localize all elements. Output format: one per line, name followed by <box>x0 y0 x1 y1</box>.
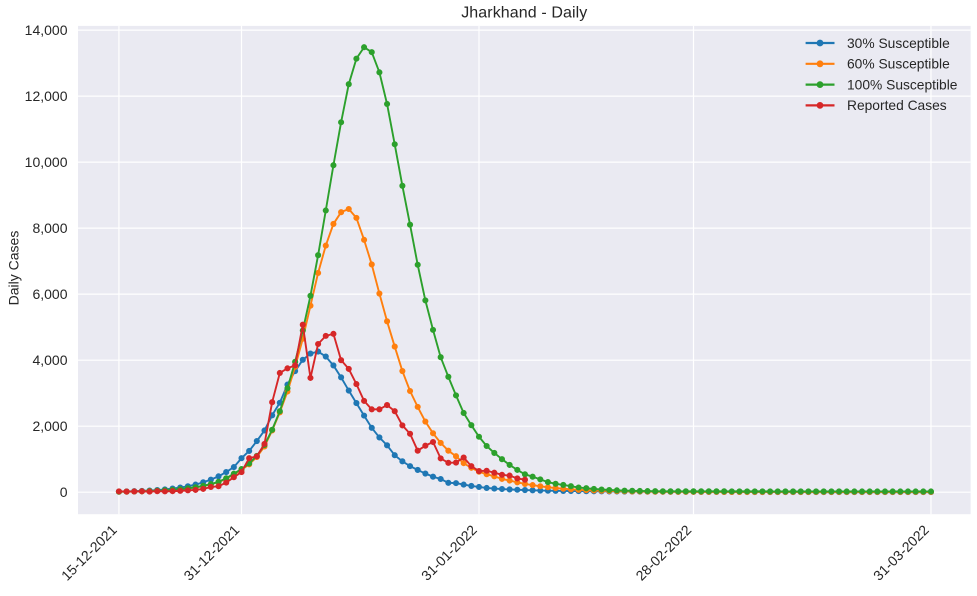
svg-text:Daily Cases: Daily Cases <box>5 231 21 306</box>
svg-text:6,000: 6,000 <box>32 286 67 302</box>
svg-text:2,000: 2,000 <box>32 418 67 434</box>
svg-text:8,000: 8,000 <box>32 220 67 236</box>
svg-text:Jharkhand - Daily: Jharkhand - Daily <box>461 5 587 22</box>
svg-text:12,000: 12,000 <box>25 88 68 104</box>
svg-text:10,000: 10,000 <box>25 154 68 170</box>
svg-text:60% Susceptible: 60% Susceptible <box>847 57 950 72</box>
svg-text:0: 0 <box>60 484 68 500</box>
svg-text:4,000: 4,000 <box>32 352 67 368</box>
svg-text:100% Susceptible: 100% Susceptible <box>847 77 958 92</box>
svg-text:Reported Cases: Reported Cases <box>847 98 947 113</box>
svg-text:30% Susceptible: 30% Susceptible <box>847 36 950 51</box>
svg-text:14,000: 14,000 <box>25 22 68 38</box>
